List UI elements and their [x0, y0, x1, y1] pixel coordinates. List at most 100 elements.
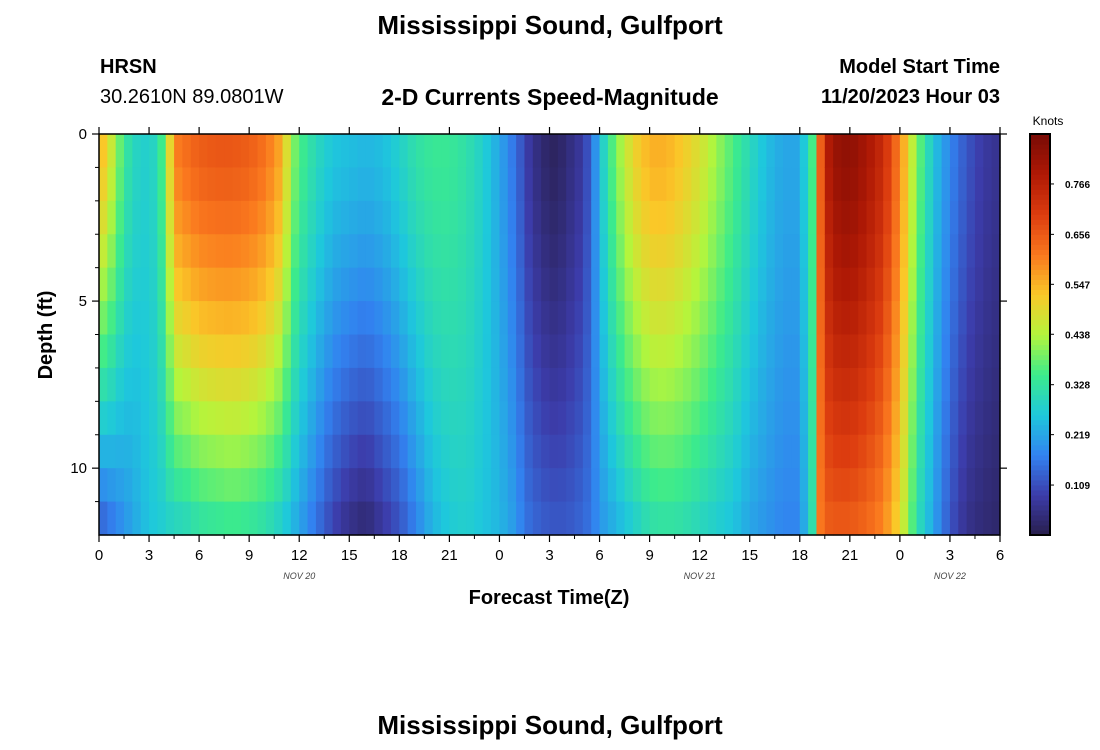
heatmap-cell: [916, 501, 926, 536]
heatmap-cell: [174, 234, 184, 269]
heatmap-cell: [249, 267, 259, 302]
heatmap-cell: [933, 468, 943, 503]
x-tick-label: 9: [645, 547, 653, 564]
heatmap-cell: [974, 267, 984, 302]
heatmap-cell: [766, 267, 776, 302]
heatmap-cell: [874, 334, 884, 369]
heatmap-cell: [257, 501, 267, 536]
heatmap-cell: [224, 501, 234, 536]
heatmap-cell: [708, 234, 717, 269]
heatmap-cell: [299, 301, 309, 336]
heatmap-cell: [441, 401, 450, 436]
colorbar-segment: [1030, 389, 1050, 396]
heatmap-cell: [524, 334, 534, 369]
colorbar-segment: [1030, 384, 1050, 391]
heatmap-cell: [841, 401, 851, 436]
station-coordinates: 30.2610N 89.0801W: [100, 86, 284, 108]
heatmap-cell: [390, 367, 400, 402]
heatmap-cell: [374, 501, 384, 536]
heatmap-cell: [566, 134, 576, 169]
heatmap-cell: [908, 501, 918, 536]
heatmap-cell: [357, 234, 367, 269]
heatmap-cell: [582, 267, 592, 302]
heatmap-cell: [574, 134, 584, 169]
heatmap-cell: [424, 234, 434, 269]
heatmap-cell: [307, 134, 317, 169]
heatmap-cell: [532, 501, 542, 536]
heatmap-cell: [382, 234, 392, 269]
heatmap-cell: [466, 200, 476, 235]
heatmap-cell: [749, 267, 759, 302]
heatmap-cell: [182, 267, 192, 302]
heatmap-cell: [933, 334, 943, 369]
heatmap-cell: [199, 134, 209, 169]
heatmap-cell: [382, 134, 392, 169]
heatmap-cell: [99, 468, 108, 503]
heatmap-cell: [791, 200, 801, 235]
heatmap-cell: [224, 334, 234, 369]
colorbar-tick-label: 0.328: [1065, 381, 1090, 392]
heatmap-cell: [591, 301, 601, 336]
heatmap-cell: [115, 200, 125, 235]
heatmap-cell: [240, 234, 250, 269]
heatmap-cell: [424, 434, 434, 469]
heatmap-cell: [833, 234, 843, 269]
heatmap-cell: [724, 468, 734, 503]
heatmap-cell: [666, 501, 676, 536]
heatmap-cell: [99, 334, 108, 369]
heatmap-cell: [307, 301, 317, 336]
heatmap-cell: [774, 501, 784, 536]
heatmap-cell: [708, 334, 717, 369]
heatmap-cell: [758, 468, 767, 503]
heatmap-cell: [599, 200, 609, 235]
heatmap-cell: [99, 134, 108, 169]
heatmap-cell: [140, 200, 150, 235]
heatmap-cell: [557, 200, 567, 235]
heatmap-cell: [224, 267, 234, 302]
heatmap-cell: [991, 501, 1001, 536]
colorbar-segment: [1030, 194, 1050, 200]
heatmap-cell: [858, 134, 868, 169]
heatmap-cell: [374, 468, 384, 503]
x-tick-label: 0: [896, 547, 904, 564]
heatmap-cell: [766, 234, 776, 269]
heatmap-cell: [524, 167, 534, 202]
heatmap-cell: [107, 501, 117, 536]
heatmap-cell: [482, 334, 492, 369]
heatmap-cell: [657, 234, 667, 269]
heatmap-cell: [149, 334, 158, 369]
x-tick-label: 6: [996, 547, 1004, 564]
heatmap-cell: [791, 234, 801, 269]
heatmap-cell: [307, 334, 317, 369]
heatmap-cell: [908, 267, 918, 302]
heatmap-cell: [249, 234, 259, 269]
heatmap-cell: [524, 200, 534, 235]
heatmap-cell: [657, 267, 667, 302]
heatmap-cell: [849, 167, 859, 202]
heatmap-cell: [499, 200, 509, 235]
heatmap-cell: [849, 267, 859, 302]
heatmap-cell: [382, 334, 392, 369]
heatmap-cell: [899, 367, 909, 402]
heatmap-cell: [407, 367, 417, 402]
x-axis: 0 3 6 9 12 15 18 21 0 3 6 9 12 15 18 21 0 3 6 NOV 20 NOV 21 N…: [95, 127, 1004, 581]
heatmap-cell: [833, 334, 843, 369]
heatmap-cell: [991, 401, 1001, 436]
heatmap-cell: [457, 134, 467, 169]
heatmap-cell: [924, 134, 934, 169]
heatmap-cell: [924, 401, 934, 436]
heatmap-cell: [390, 501, 400, 536]
y-axis-title: Depth (ft): [35, 291, 57, 380]
heatmap-cell: [299, 234, 309, 269]
heatmap-cell: [899, 501, 909, 536]
heatmap-cell: [224, 134, 234, 169]
heatmap-cell: [399, 167, 409, 202]
heatmap-cell: [941, 468, 951, 503]
colorbar-segment: [1030, 479, 1050, 486]
heatmap-cell: [165, 267, 175, 302]
heatmap-cell: [315, 468, 325, 503]
heatmap-cell: [624, 401, 634, 436]
heatmap-cell: [182, 167, 192, 202]
heatmap-cell: [591, 267, 601, 302]
heatmap-cell: [566, 434, 576, 469]
